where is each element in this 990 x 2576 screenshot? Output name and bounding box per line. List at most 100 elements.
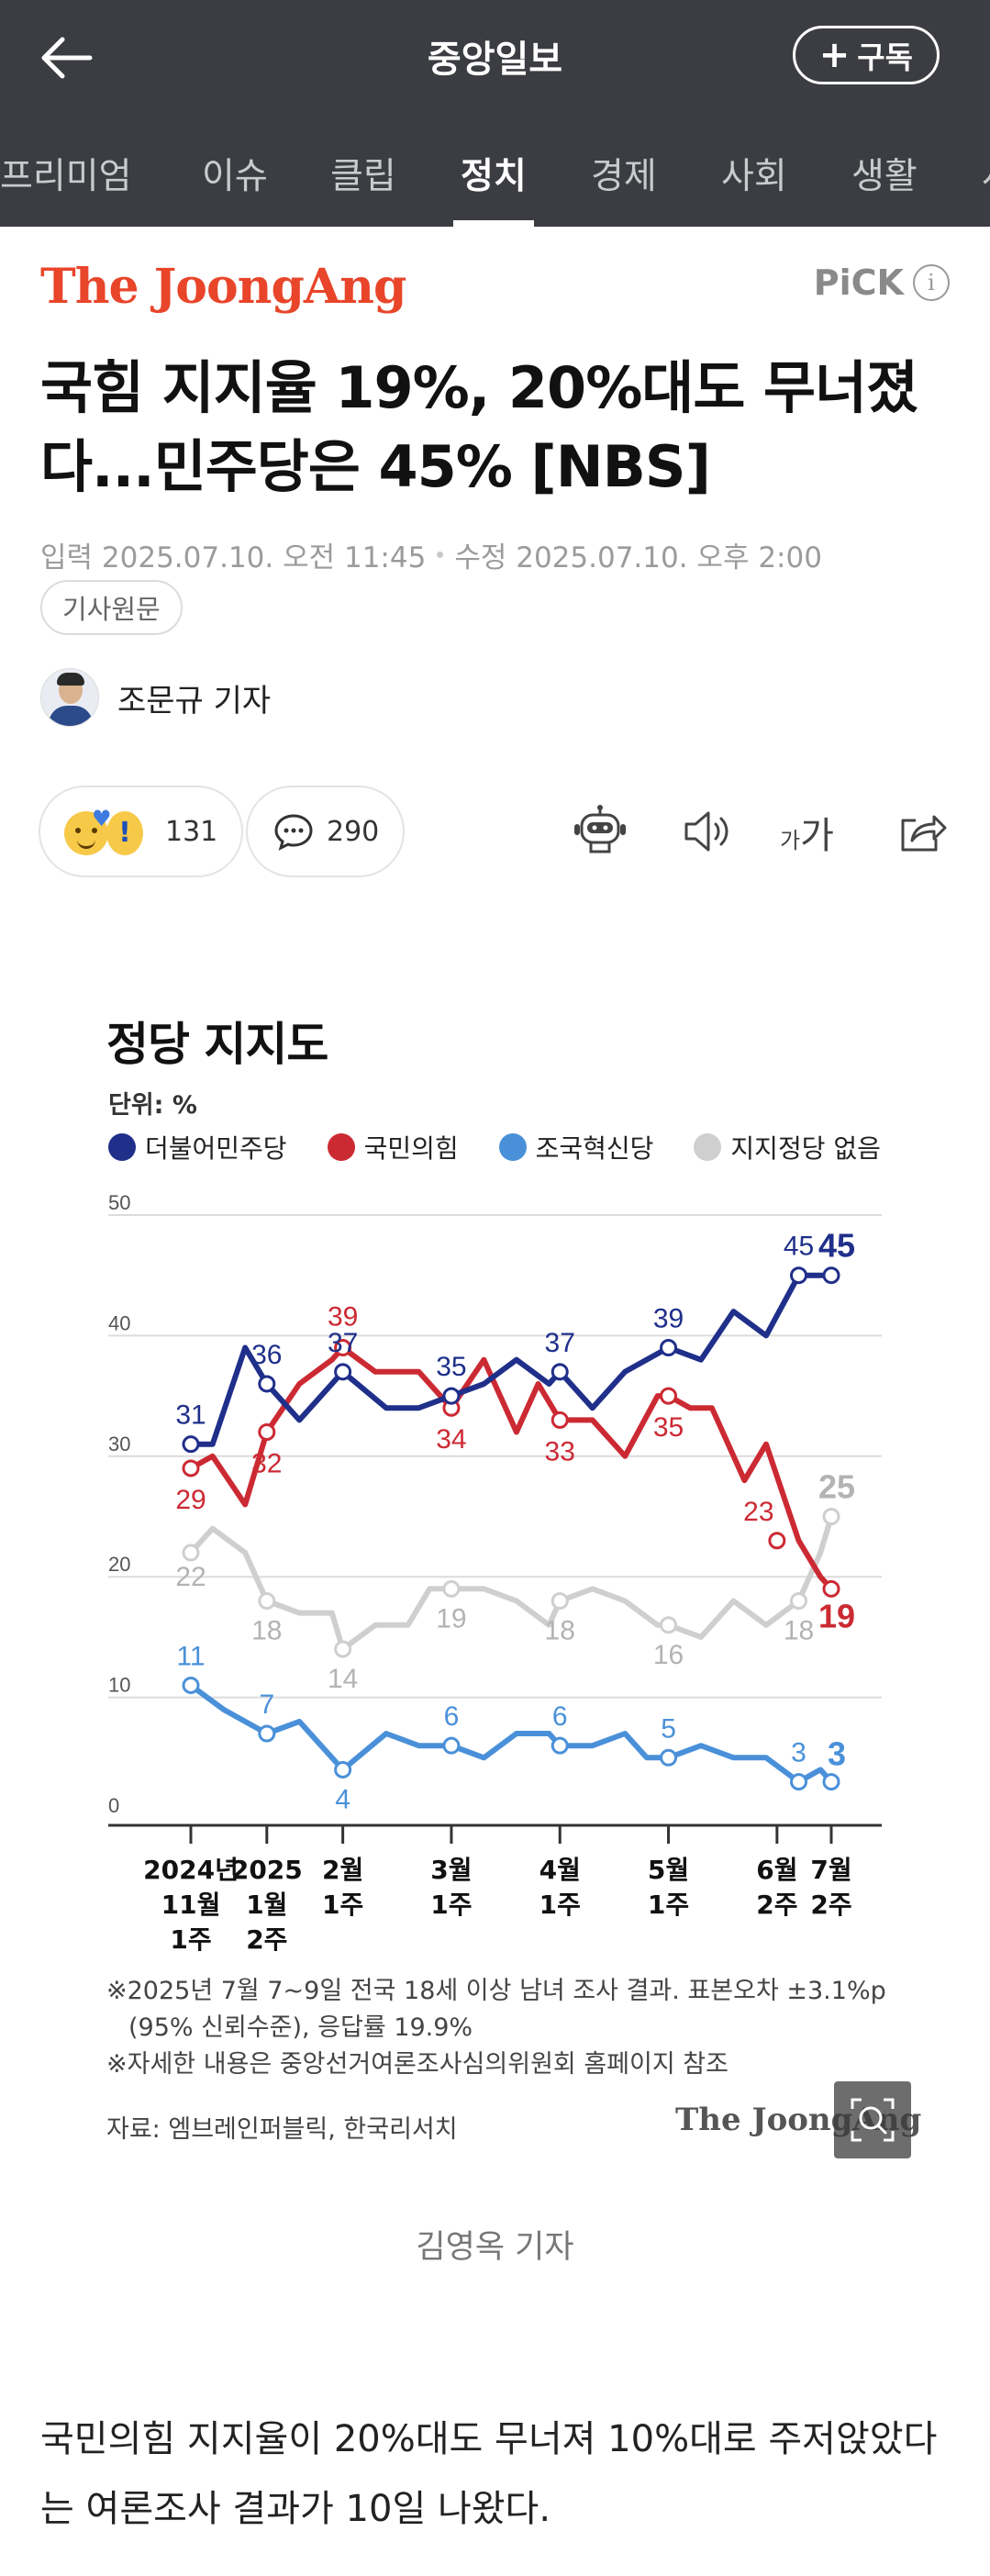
y-tick-label: 0 [108, 1794, 119, 1817]
font-size-large-label: 가 [800, 815, 834, 857]
zoom-search-icon [851, 2098, 895, 2142]
y-tick-label: 20 [108, 1553, 130, 1576]
data-label: 19 [436, 1603, 466, 1634]
info-icon[interactable]: i [913, 264, 950, 301]
x-tick-label: 2025 [231, 1855, 303, 1885]
data-point-marker [258, 1591, 276, 1610]
x-tick-label: 1주 [539, 1890, 581, 1920]
data-point-marker [258, 1724, 276, 1743]
x-tick-label: 5월 [648, 1855, 689, 1885]
data-label: 29 [175, 1485, 206, 1515]
data-point-marker [182, 1676, 200, 1694]
tab-clip[interactable]: 클립 [330, 156, 396, 197]
y-tick-label: 50 [108, 1191, 130, 1214]
tab-life[interactable]: 생활 [851, 156, 918, 197]
data-point-marker [258, 1423, 276, 1442]
data-label: 33 [545, 1436, 575, 1466]
x-tick-label: 1주 [170, 1924, 211, 1955]
article-headline: 국힘 지지율 19%, 20%대도 무너졌다...민주당은 45% [NBS] [40, 354, 918, 500]
speaker-icon [684, 811, 729, 852]
data-label: 6 [552, 1701, 568, 1732]
publisher-logo[interactable]: The JoongAng [40, 259, 406, 315]
reaction-emoji-icon: ♥ ! [64, 806, 152, 857]
original-article-button[interactable]: 기사원문 [40, 580, 183, 635]
category-tabs: 프리미엄 이슈 클립 정치 경제 사회 생활 사 [0, 115, 990, 227]
data-point-marker [442, 1736, 461, 1755]
data-point-marker [551, 1411, 569, 1429]
legend-label: 지지정당 없음 [730, 1133, 881, 1164]
tab-premium[interactable]: 프리미엄 [0, 156, 132, 197]
comment-count: 290 [327, 815, 380, 848]
series-line-2 [188, 1682, 834, 1785]
x-tick-label: 2주 [810, 1890, 851, 1920]
comment-icon [272, 809, 316, 853]
series-line-1 [188, 1344, 834, 1592]
data-label: 7 [259, 1689, 274, 1720]
data-point-marker [334, 1640, 352, 1658]
article-body-paragraph: 국민의힘 지지율이 20%대도 무너져 10%대로 주저앉았다는 여론조사 결과… [40, 2418, 938, 2530]
data-label: 35 [653, 1412, 684, 1443]
data-point-marker [790, 1591, 808, 1610]
data-label: 18 [251, 1615, 282, 1645]
data-point-marker [660, 1616, 678, 1634]
ai-summary-button[interactable] [571, 802, 629, 861]
data-point-marker [790, 1773, 808, 1791]
survey-note: (95% 신뢰수준), 응답률 19.9% [128, 2013, 473, 2042]
legend-item: 더불어민주당 [108, 1129, 287, 1165]
arrow-left-icon [41, 37, 93, 79]
subscribe-button[interactable]: + 구독 [792, 26, 940, 84]
data-label: 18 [545, 1615, 575, 1645]
reporter-info[interactable]: 조문규 기자 [40, 668, 271, 727]
data-label: 22 [175, 1562, 206, 1592]
legend-swatch [327, 1133, 355, 1161]
x-tick-label: 11월 [161, 1890, 221, 1920]
pick-label: PiCK [813, 262, 904, 303]
data-label: 4 [335, 1784, 350, 1814]
data-point-marker [822, 1579, 840, 1598]
reaction-count: 131 [165, 815, 218, 848]
reporter-avatar [40, 668, 99, 727]
end-value-label: 3 [828, 1735, 846, 1773]
reporter-name: 조문규 기자 [117, 682, 272, 719]
comment-button[interactable]: 290 [246, 786, 406, 877]
data-point-marker [822, 1508, 840, 1525]
reaction-button[interactable]: ♥ ! 131 [39, 786, 244, 877]
back-button[interactable] [33, 24, 101, 92]
legend-label: 조국혁신당 [535, 1133, 654, 1164]
tab-issue[interactable]: 이슈 [202, 156, 268, 197]
published-date: 입력 2025.07.10. 오전 11:45 [40, 541, 427, 574]
end-value-label: 45 [818, 1227, 855, 1265]
data-label: 3 [791, 1738, 806, 1768]
data-label: 31 [175, 1400, 206, 1431]
data-label: 39 [328, 1302, 358, 1333]
infographic-image[interactable]: 정당 지지도 단위: % 더불어민주당 국민의힘 조국혁신당 지지정당 없음 0… [0, 945, 990, 2193]
pick-badge[interactable]: PiCK i [814, 262, 950, 303]
tab-society[interactable]: 사회 [721, 156, 787, 197]
y-tick-label: 30 [108, 1433, 130, 1455]
tts-button[interactable] [677, 802, 736, 861]
series-line-3 [188, 1513, 834, 1652]
y-tick-label: 10 [108, 1674, 130, 1697]
x-tick-label: 1주 [322, 1890, 363, 1920]
legend-label: 국민의힘 [363, 1133, 459, 1164]
end-value-label: 19 [818, 1597, 855, 1634]
tab-politics[interactable]: 정치 [461, 156, 527, 197]
image-zoom-button[interactable] [834, 2081, 911, 2158]
chart-source: 자료: 엠브레인퍼블릭, 한국리서치 [106, 2115, 458, 2144]
data-label: 45 [784, 1232, 814, 1262]
data-point-marker [442, 1579, 461, 1598]
data-label: 16 [653, 1640, 684, 1670]
x-tick-label: 1월 [246, 1890, 287, 1920]
y-tick-label: 40 [108, 1311, 130, 1334]
data-point-marker [660, 1748, 678, 1767]
data-point-marker [334, 1363, 352, 1381]
tab-more[interactable]: 사 [982, 148, 990, 199]
font-size-button[interactable]: 가가 [780, 806, 834, 859]
data-point-marker [660, 1387, 678, 1405]
data-point-marker [334, 1339, 352, 1357]
series-line-0 [188, 1272, 834, 1447]
tab-economy[interactable]: 경제 [591, 156, 657, 197]
share-button[interactable] [892, 802, 951, 861]
x-tick-label: 2월 [322, 1855, 363, 1885]
data-point-marker [551, 1363, 569, 1381]
